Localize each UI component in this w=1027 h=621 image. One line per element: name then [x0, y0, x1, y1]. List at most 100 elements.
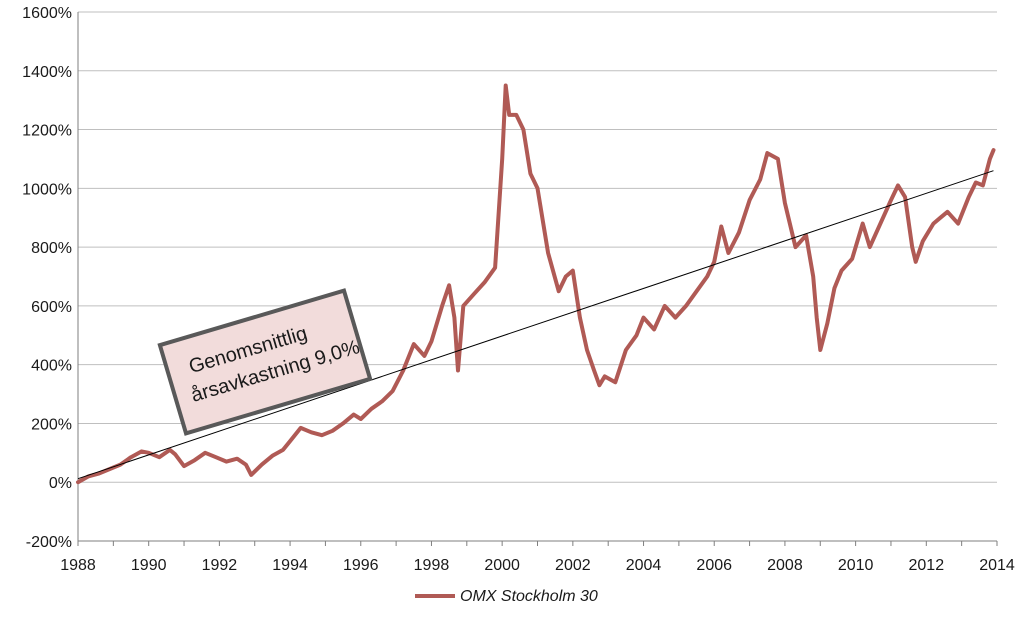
data-point [289, 440, 291, 442]
data-point [720, 225, 723, 228]
x-tick-label: 2014 [979, 557, 1015, 574]
y-tick-label: 0% [49, 475, 72, 492]
data-point [989, 158, 991, 160]
data-point [370, 407, 373, 410]
data-point [321, 434, 323, 437]
x-tick-label: 2000 [484, 557, 520, 574]
y-tick-label: -200% [26, 534, 72, 551]
y-tick-label: 200% [31, 416, 72, 433]
data-point [147, 452, 150, 454]
data-point [391, 390, 394, 392]
data-point [879, 222, 882, 225]
data-point [663, 305, 666, 307]
x-tick-labels: 1988 1990 1992 1994 1996 1998 2000 2002 2004 2006… [60, 557, 1015, 574]
data-point [759, 178, 761, 181]
data-point [586, 349, 588, 351]
data-point [412, 343, 415, 345]
data-point [441, 305, 443, 307]
grid-lines [77, 11, 997, 542]
trend-line [77, 170, 994, 480]
data-point [833, 287, 836, 290]
data-point [98, 472, 101, 475]
data-point [939, 216, 942, 219]
x-tick-label: 2008 [767, 557, 803, 574]
data-point [614, 381, 617, 384]
data-point [674, 316, 677, 319]
data-point [914, 261, 917, 263]
data-point [642, 316, 645, 319]
x-tick-label: 2002 [555, 557, 591, 574]
data-point [992, 149, 995, 151]
data-point [282, 449, 284, 451]
data-point [87, 475, 90, 478]
x-tick-label: 1992 [202, 557, 238, 574]
data-point [946, 211, 949, 213]
data-point [473, 293, 475, 295]
y-tick-label: 1600% [22, 5, 72, 22]
data-point [932, 222, 935, 225]
data-point [713, 261, 716, 263]
data-point [826, 322, 829, 325]
x-tick-label: 1998 [414, 557, 450, 574]
data-point [501, 158, 503, 160]
data-point [515, 114, 518, 116]
y-tick-label: 1400% [22, 64, 72, 81]
data-point [812, 275, 814, 278]
data-point [193, 459, 196, 461]
data-point [603, 375, 606, 378]
data-point [169, 449, 171, 451]
data-point [815, 316, 818, 319]
data-point [130, 456, 132, 459]
data-point [784, 202, 786, 204]
y-tick-label: 800% [31, 240, 72, 257]
data-point [453, 316, 456, 319]
data-point [402, 369, 404, 372]
data-point [462, 305, 465, 307]
data-point [974, 181, 977, 184]
data-point [957, 222, 959, 225]
series-layer [76, 83, 996, 485]
data-point [727, 252, 730, 254]
legend: OMX Stockholm 30 [415, 588, 598, 605]
data-point [140, 450, 143, 453]
data-point [982, 184, 984, 187]
x-tick-label: 1996 [343, 557, 379, 574]
data-point [245, 463, 247, 466]
data-point [653, 328, 655, 331]
data-point [547, 252, 549, 254]
data-point [504, 84, 507, 87]
data-point [430, 340, 433, 342]
y-tick-label: 400% [31, 358, 72, 375]
data-point [508, 114, 511, 116]
data-point [819, 349, 822, 351]
data-point [695, 290, 698, 292]
data-point [685, 305, 687, 307]
data-point [225, 460, 228, 463]
data-point [738, 231, 740, 234]
data-point [598, 384, 601, 387]
data-point [331, 429, 334, 432]
data-point [352, 413, 355, 416]
x-tick-label: 1994 [272, 557, 308, 574]
data-point [158, 456, 161, 459]
x-tick-label: 2004 [626, 557, 662, 574]
x-axis [77, 540, 998, 546]
data-point [851, 258, 853, 260]
data-point [777, 158, 779, 160]
data-point [174, 453, 177, 456]
x-tick-label: 1990 [131, 557, 167, 574]
data-point [766, 152, 769, 154]
data-point [494, 266, 496, 269]
data-point [215, 456, 217, 459]
data-point [381, 400, 383, 403]
data-point [261, 463, 263, 466]
x-tick-label: 2006 [696, 557, 732, 574]
annotation-rect [157, 288, 373, 436]
data-point [183, 465, 185, 467]
data-point [897, 184, 899, 187]
data-point [904, 196, 906, 198]
legend-label: OMX Stockholm 30 [460, 588, 598, 605]
data-point [861, 222, 864, 225]
